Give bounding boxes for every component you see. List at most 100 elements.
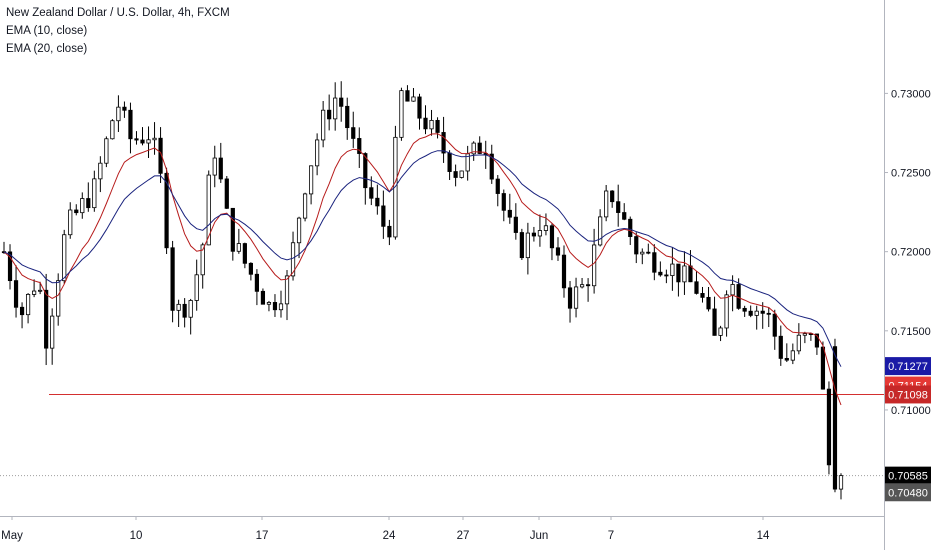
price-badge-bg xyxy=(885,483,931,502)
candle-body-down xyxy=(381,205,386,227)
candle-body-up xyxy=(730,284,735,296)
candle xyxy=(670,247,675,291)
candle-body-down xyxy=(736,284,741,309)
candle-body-up xyxy=(98,162,103,180)
candle-body-down xyxy=(74,209,79,214)
candle-body-up xyxy=(25,293,31,316)
price-badge: 0.70585 xyxy=(885,466,931,485)
candle-body-up xyxy=(321,109,326,141)
candle xyxy=(86,182,91,212)
candle xyxy=(471,141,476,161)
candle-body-up xyxy=(50,315,55,349)
candle-body-up xyxy=(206,174,211,246)
candle xyxy=(302,192,308,222)
candle-body-down xyxy=(19,306,25,316)
candle xyxy=(549,223,555,261)
candle xyxy=(531,226,536,242)
candle xyxy=(176,299,181,328)
candle-body-up xyxy=(80,198,85,214)
candle xyxy=(826,381,832,475)
candle xyxy=(634,232,639,264)
candle xyxy=(778,325,783,366)
candle xyxy=(646,243,651,255)
candle xyxy=(507,193,512,224)
candle-body-down xyxy=(700,293,705,298)
y-tick-label: 0.72000 xyxy=(891,247,931,259)
candle-body-up xyxy=(796,334,801,352)
candle-body-down xyxy=(272,302,278,311)
candle-body-up xyxy=(32,290,37,295)
candle xyxy=(742,305,747,317)
price-badge-bg xyxy=(885,385,931,404)
candle-body-up xyxy=(525,232,530,259)
candle-body-down xyxy=(634,236,639,255)
price-badge-label: 0.71098 xyxy=(888,389,928,401)
candle-body-down xyxy=(567,287,573,309)
candle xyxy=(182,298,187,328)
candle xyxy=(98,156,103,193)
legend-ema-20[interactable]: EMA (20, close) xyxy=(6,43,88,55)
candle-body-down xyxy=(628,218,633,237)
candle xyxy=(561,245,567,298)
candle xyxy=(760,302,765,329)
candle-body-up xyxy=(718,327,723,336)
candle-body-up xyxy=(640,251,645,255)
price-badge-bg xyxy=(885,357,931,376)
candle xyxy=(832,338,838,493)
price-badge: 0.71098 xyxy=(885,385,931,404)
candle-body-down xyxy=(182,303,187,318)
candle xyxy=(706,286,711,312)
candle xyxy=(321,101,326,148)
candle xyxy=(411,88,416,102)
candle-body-down xyxy=(477,142,482,154)
candle xyxy=(266,300,272,312)
candle-body-down xyxy=(13,280,19,308)
candle-body-down xyxy=(218,157,223,180)
candle-body-up xyxy=(116,106,121,122)
candle xyxy=(92,170,97,212)
candle xyxy=(718,325,723,342)
candle xyxy=(616,184,621,227)
price-badge-label: 0.70585 xyxy=(888,471,928,483)
candle xyxy=(68,202,73,239)
x-tick-label: 24 xyxy=(383,530,396,542)
candle-body-up xyxy=(790,350,795,361)
candle-body-down xyxy=(363,153,368,189)
candle-body-up xyxy=(38,289,43,292)
candle-body-down xyxy=(820,346,826,390)
candle-body-up xyxy=(682,265,687,283)
candle xyxy=(573,277,579,318)
candle-body-up xyxy=(537,230,543,237)
legend-ema-10[interactable]: EMA (10, close) xyxy=(6,25,88,37)
candle-body-up xyxy=(459,170,464,178)
candle-body-down xyxy=(134,138,139,141)
candle xyxy=(339,81,344,122)
candle-body-up xyxy=(399,90,404,138)
horizontal-lines xyxy=(0,393,884,477)
candle-body-down xyxy=(140,139,145,144)
candle xyxy=(194,259,199,311)
candle-body-down xyxy=(561,254,567,289)
candle xyxy=(236,228,241,254)
candle-body-down xyxy=(712,308,717,336)
candle xyxy=(7,244,13,290)
candle xyxy=(242,242,247,269)
candle-body-down xyxy=(748,310,753,316)
candle-body-up xyxy=(266,302,272,305)
candle-body-down xyxy=(826,388,832,466)
candle-body-up xyxy=(296,217,302,244)
candle-body-up xyxy=(592,244,597,287)
candle xyxy=(513,203,518,240)
candle xyxy=(441,116,446,163)
candle xyxy=(62,229,67,284)
candle xyxy=(260,288,266,305)
candle-body-up xyxy=(838,475,844,490)
candle xyxy=(772,309,777,350)
candle-body-up xyxy=(429,119,434,130)
candle-body-up xyxy=(212,157,217,176)
candle xyxy=(579,277,585,289)
candle xyxy=(543,213,549,236)
candle-body-down xyxy=(784,358,789,361)
candle-body-down xyxy=(501,193,506,211)
